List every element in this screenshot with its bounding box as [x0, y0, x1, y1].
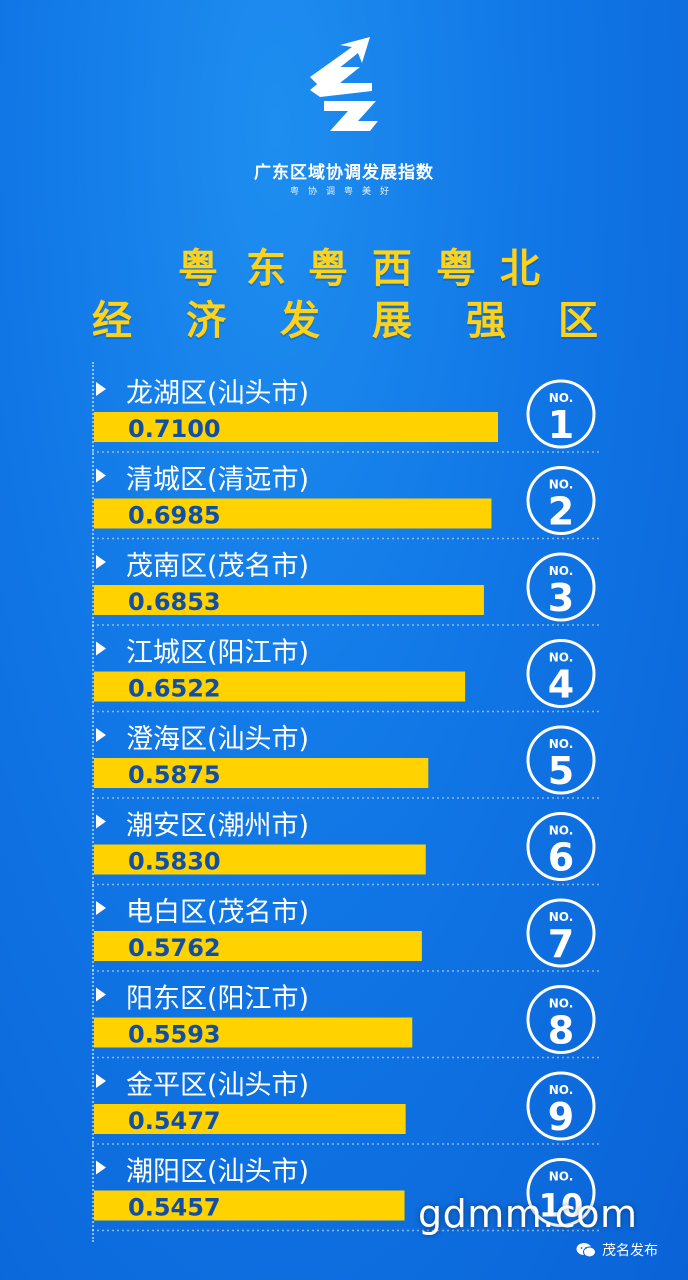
row-marker-icon: [96, 468, 106, 483]
category-label: 电白区(茂名市): [126, 897, 309, 928]
rank-prefix: NO.: [549, 1083, 574, 1097]
rank-badge: [526, 725, 596, 795]
category-label: 潮阳区(汕头市): [126, 1157, 309, 1188]
rank-prefix: NO.: [549, 997, 574, 1011]
rank-badge: [526, 812, 596, 881]
row-marker-icon: [96, 555, 106, 569]
heading-char: 经: [92, 298, 132, 344]
value-label: 0.5875: [128, 761, 221, 789]
rank-number: 4: [548, 663, 574, 707]
rank-number: 9: [548, 1095, 574, 1139]
logo-icon: [310, 37, 378, 131]
bar: [94, 1190, 405, 1221]
bar: [94, 1017, 413, 1048]
rank-badge: [526, 985, 596, 1054]
rank-prefix: NO.: [549, 478, 574, 492]
wechat-account: 茂名发布: [576, 1240, 658, 1260]
bar: [94, 758, 429, 788]
wechat-icon: [576, 1243, 596, 1258]
rank-number: 2: [548, 490, 574, 534]
rank-number: 5: [548, 749, 574, 793]
bar: [94, 931, 422, 961]
rank-number: 3: [548, 576, 574, 620]
category-label: 潮安区(潮州市): [126, 811, 309, 842]
category-label: 金平区(汕头市): [126, 1070, 309, 1101]
rank-number: 7: [548, 922, 574, 966]
rank-prefix: NO.: [549, 564, 574, 578]
watermark: gdmm.com: [418, 1192, 638, 1236]
row-marker-icon: [96, 987, 106, 1002]
heading-char: 区: [558, 298, 598, 344]
rank-number: 6: [548, 836, 574, 880]
value-label: 0.5477: [128, 1107, 221, 1135]
rank-number: 10: [539, 1187, 584, 1225]
brand-title: 广东区域协调发展指数: [254, 163, 434, 183]
rank-number: 8: [548, 1009, 574, 1053]
rank-badge: [526, 1158, 596, 1227]
rank-badge: [526, 1071, 596, 1141]
wechat-account-name: 茂名发布: [602, 1243, 658, 1259]
rank-badge: [526, 379, 596, 449]
value-label: 0.5762: [128, 934, 221, 962]
heading-char: 东: [246, 246, 286, 292]
bar: [94, 585, 484, 615]
rank-badge: [526, 552, 596, 622]
rank-prefix: NO.: [549, 910, 574, 924]
value-label: 0.5593: [128, 1021, 221, 1049]
value-label: 0.5457: [128, 1194, 221, 1222]
heading-char: 北: [500, 246, 540, 292]
category-label: 清城区(清远市): [126, 465, 309, 496]
row-marker-icon: [96, 1160, 106, 1175]
heading-char: 强: [466, 298, 506, 344]
heading-char: 济: [186, 298, 226, 344]
heading-char: 西: [372, 246, 412, 292]
rank-badge: [526, 639, 596, 708]
row-marker-icon: [96, 382, 106, 396]
rank-prefix: NO.: [549, 391, 574, 405]
heading-char: 发: [280, 298, 320, 344]
row-marker-icon: [96, 814, 106, 829]
category-label: 龙湖区(汕头市): [126, 378, 309, 409]
bar: [94, 1104, 406, 1134]
value-label: 0.6853: [128, 588, 221, 616]
rank-prefix: NO.: [549, 1170, 574, 1184]
heading-char: 粤: [436, 246, 476, 292]
row-marker-icon: [96, 901, 106, 915]
value-label: 0.6985: [128, 502, 221, 530]
heading-char: 粤: [178, 246, 218, 292]
row-marker-icon: [96, 728, 106, 742]
category-label: 澄海区(汕头市): [126, 724, 309, 755]
heading-char: 粤: [308, 246, 348, 292]
value-label: 0.5830: [128, 848, 221, 876]
rank-number: 1: [548, 403, 574, 447]
rank-badge: [526, 898, 596, 968]
category-label: 茂南区(茂名市): [126, 551, 309, 582]
rank-prefix: NO.: [549, 651, 574, 665]
brand-subtitle: 粤协调粤美好: [289, 187, 398, 197]
chart-axis-line: [92, 362, 94, 1242]
row-marker-icon: [96, 1074, 106, 1088]
rank-prefix: NO.: [549, 737, 574, 751]
heading-char: 展: [372, 298, 412, 344]
rank-badge: [526, 466, 596, 535]
row-marker-icon: [96, 641, 106, 656]
bar: [94, 412, 498, 442]
rank-prefix: NO.: [549, 824, 574, 838]
bar: [94, 844, 426, 875]
category-label: 江城区(阳江市): [126, 638, 309, 669]
value-label: 0.7100: [128, 415, 221, 443]
bar: [94, 671, 466, 702]
category-label: 阳东区(阳江市): [126, 984, 309, 1015]
value-label: 0.6522: [128, 675, 221, 703]
bar: [94, 498, 492, 529]
